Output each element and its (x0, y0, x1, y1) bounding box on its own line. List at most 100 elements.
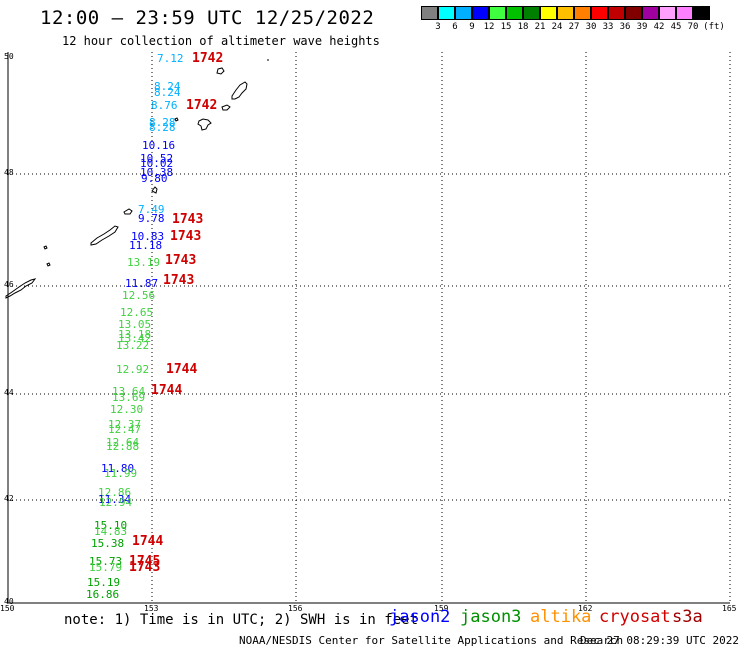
wave-height-label: 12.94 (99, 496, 133, 509)
color-scale-label: 21 (534, 22, 546, 32)
wave-height-label: 15.38 (91, 537, 125, 550)
wave-height-label: 10.38 (140, 166, 174, 179)
wave-height-label: 15.19 (87, 576, 121, 589)
revolution-number: 1744 (151, 383, 183, 398)
satellite-name-s3a: s3a (672, 607, 703, 627)
footer-timestamp: Dec 27 08:29:39 UTC 2022 (580, 634, 739, 647)
wave-height-label: 12.86 (98, 486, 132, 499)
island-small-b (46, 262, 51, 267)
wave-height-label: 8.24 (154, 80, 181, 93)
wave-height-label: 8.24 (154, 86, 181, 99)
color-swatch (455, 6, 472, 20)
wave-height-label: 15.10 (94, 519, 128, 532)
satellite-name-jason2: jason2 (389, 607, 451, 627)
color-swatch (557, 6, 574, 20)
longitude-label: 156 (288, 604, 303, 613)
wave-height-label: 14.83 (94, 525, 128, 538)
color-swatch (438, 6, 455, 20)
revolution-number: 1742 (192, 51, 224, 66)
wave-height-label: 13.22 (116, 339, 150, 352)
color-swatch (574, 6, 591, 20)
latitude-label: 40 (4, 597, 14, 606)
island-mid-4 (90, 225, 119, 246)
longitude-label: 159 (434, 604, 449, 613)
island-north-1 (216, 67, 225, 75)
wave-height-label: 7.49 (138, 203, 165, 216)
longitude-label: 165 (722, 604, 737, 613)
latitude-label: 44 (4, 388, 14, 397)
color-scale-label: 33 (602, 22, 614, 32)
satellite-name-jason3: jason3 (460, 607, 522, 627)
wave-height-label: 12.37 (108, 418, 142, 431)
graticule (7, 52, 731, 604)
longitude-label: 162 (578, 604, 593, 613)
color-swatch (625, 6, 642, 20)
color-swatch (591, 6, 608, 20)
island-north-3 (221, 104, 231, 111)
color-scale-label: 27 (568, 22, 580, 32)
color-scale-label: 9 (469, 22, 475, 32)
color-scale (421, 6, 710, 20)
latitude-label: 48 (4, 168, 14, 177)
color-scale-label: 45 (670, 22, 682, 32)
hokkaido-coast (5, 278, 37, 299)
color-swatch (659, 6, 676, 20)
color-scale-label: 30 (585, 22, 597, 32)
map-subtitle: 12 hour collection of altimeter wave hei… (62, 34, 380, 48)
wave-height-label: 8.28 (149, 116, 176, 129)
wave-height-label: 15.73 (89, 555, 123, 568)
color-scale-label: 24 (551, 22, 563, 32)
wave-height-label: 13.05 (118, 318, 152, 331)
color-swatch (489, 6, 506, 20)
color-scale-label: 39 (636, 22, 648, 32)
footer-note: note: 1) Time is in UTC; 2) SWH is in fe… (64, 612, 419, 628)
color-swatch (540, 6, 557, 20)
satellite-name-altika: altika (530, 607, 592, 627)
color-swatch (421, 6, 438, 20)
wave-height-label: 10.83 (131, 230, 165, 243)
color-scale-label: 36 (619, 22, 631, 32)
color-scale-label: 18 (517, 22, 529, 32)
revolution-number: 1744 (166, 362, 198, 377)
island-mid-1 (174, 117, 179, 122)
revolution-number: 1743 (163, 273, 195, 288)
latitude-label: 50 (4, 52, 14, 61)
color-scale-label: 15 (500, 22, 512, 32)
revolution-number: 1742 (186, 98, 218, 113)
wave-height-label: 11.18 (129, 239, 163, 252)
wave-height-label: 13.42 (118, 332, 152, 345)
color-scale-label: 6 (452, 22, 458, 32)
revolution-number: 1743 (170, 229, 202, 244)
wave-height-label: 10.02 (140, 157, 174, 170)
wave-height-label: 12.30 (110, 403, 144, 416)
wave-height-label: 10.16 (142, 139, 176, 152)
wave-height-label: 11.87 (125, 277, 159, 290)
wave-height-label: 13.69 (112, 391, 146, 404)
island-mid-3 (123, 208, 133, 215)
wave-height-label: 12.65 (120, 306, 154, 319)
color-swatch (523, 6, 540, 20)
color-scale-labels: 3 6 9 12 15 18 21 24 27 30 33 36 39 42 45 70 (ft) (421, 22, 740, 34)
color-scale-label: 42 (653, 22, 665, 32)
longitude-label: 153 (144, 604, 159, 613)
island-north-2 (231, 81, 248, 100)
wave-height-label: 12.64 (106, 436, 140, 449)
map-title: 12:00 — 23:59 UTC 12/25/2022 (40, 7, 375, 29)
revolution-number: 1743 (165, 253, 197, 268)
color-scale-label: 70 (687, 22, 699, 32)
island-mid-2 (151, 186, 158, 194)
wave-height-label: 13.19 (127, 256, 161, 269)
latitude-label: 42 (4, 494, 14, 503)
coastline (5, 59, 269, 299)
wave-height-label: 13.64 (112, 385, 146, 398)
revolution-number: 1743 (129, 560, 161, 575)
wave-height-label: 16.86 (86, 588, 120, 601)
wave-height-label: 12.56 (122, 289, 156, 302)
wave-height-label: 11.80 (101, 462, 135, 475)
color-scale-label: 3 (435, 22, 441, 32)
revolution-number: 1744 (132, 534, 164, 549)
wave-height-label: 9.78 (138, 212, 165, 225)
wave-height-label: 9.80 (141, 172, 168, 185)
